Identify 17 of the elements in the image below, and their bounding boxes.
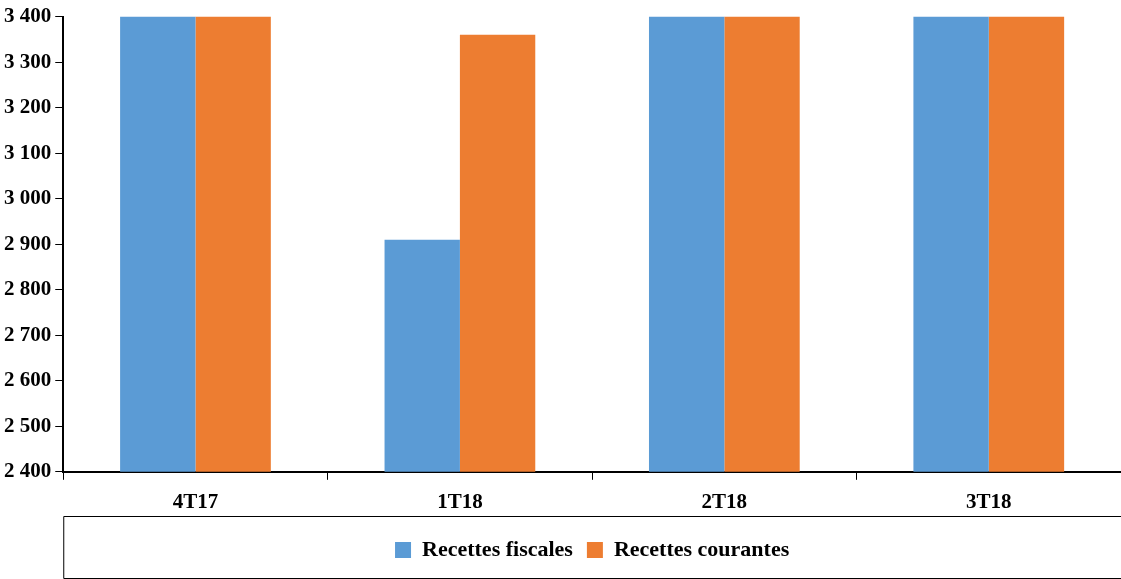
y-tick-label: 3 000	[4, 185, 52, 210]
x-tick-label: 2T18	[701, 488, 748, 513]
y-tick-label: 3 400	[4, 3, 52, 28]
y-tick-label: 2 500	[4, 412, 52, 437]
y-tick-label: 2 600	[4, 367, 52, 392]
x-tick-label: 1T18	[437, 488, 483, 513]
y-tick-label: 2 900	[4, 230, 52, 255]
legend-label: Recettes fiscales	[422, 535, 574, 561]
y-tick-label: 2 400	[4, 458, 52, 483]
y-tick-label: 3 300	[4, 48, 52, 73]
y-tick-label: 2 700	[4, 321, 52, 346]
x-tick-label: 3T18	[966, 488, 1012, 513]
y-tick-label: 2 800	[4, 276, 52, 301]
x-tick-label: 4T17	[172, 488, 219, 513]
y-tick-label: 3 200	[4, 94, 52, 119]
legend-label: Recettes courantes	[613, 535, 790, 561]
y-tick-label: 3 100	[4, 139, 52, 164]
